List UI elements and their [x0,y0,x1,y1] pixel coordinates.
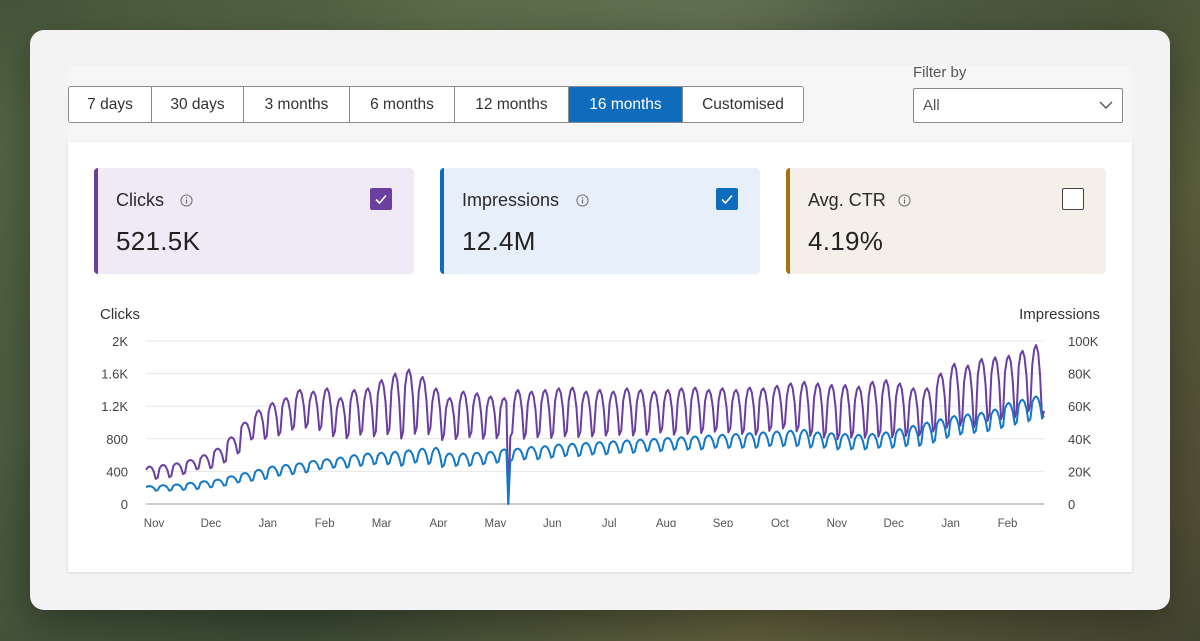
info-icon[interactable] [898,194,911,207]
chevron-down-icon [1099,101,1113,109]
ctr-metric-card[interactable]: Avg. CTR 4.19% [786,168,1106,274]
date-range-selector: 7 days 30 days 3 months 6 months 12 mont… [68,86,804,123]
left-axis-title: Clicks [100,306,140,323]
x-tick-label: Dec [201,518,222,527]
clicks-metric-card[interactable]: Clicks 521.5K [94,168,414,274]
range-7-days-button[interactable]: 7 days [69,87,152,122]
right-axis-title: Impressions [1019,306,1100,323]
checkmark-icon [375,194,387,205]
x-tick-label: Dec [883,518,904,527]
performance-chart: 0 400 800 1.2K 1.6K 2K 0 20K 40K 60K 80K 100K Nov Dec… [101,334,1099,527]
clicks-checkbox[interactable] [370,188,392,210]
x-tick-label: Nov [827,518,848,527]
impressions-card-accent [440,168,444,274]
range-3-months-button[interactable]: 3 months [244,87,350,122]
x-tick-label: Sep [713,518,733,527]
y-tick-label: 0 [121,497,128,512]
y2-tick-label: 100K [1068,334,1099,349]
range-customised-button[interactable]: Customised [683,87,803,122]
x-tick-label: Mar [372,518,392,527]
x-tick-label: Nov [144,518,165,527]
x-tick-label: May [485,518,507,527]
clicks-card-value: 521.5K [116,226,201,256]
x-tick-label: Apr [430,518,448,527]
info-icon[interactable] [576,194,589,207]
range-16-months-button[interactable]: 16 months [569,87,683,122]
x-tick-label: Jun [543,518,562,527]
ctr-checkbox[interactable] [1062,188,1084,210]
y-tick-label: 1.6K [101,367,128,382]
x-tick-label: Feb [998,518,1018,527]
x-tick-label: Feb [315,518,335,527]
clicks-card-title: Clicks [116,190,164,210]
impressions-metric-card[interactable]: Impressions 12.4M [440,168,760,274]
filter-dropdown[interactable]: All [913,88,1123,123]
y-tick-label: 800 [106,432,128,447]
impressions-card-title: Impressions [462,190,560,210]
x-tick-label: Jan [259,518,278,527]
x-tick-label: Aug [656,518,676,527]
x-tick-label: Jul [602,518,617,527]
y-tick-label: 1.2K [101,399,128,414]
impressions-series-line [145,395,1045,505]
clicks-series-line [145,344,1045,505]
range-6-months-button[interactable]: 6 months [350,87,455,122]
range-12-months-button[interactable]: 12 months [455,87,569,122]
y2-tick-label: 0 [1068,497,1075,512]
range-30-days-button[interactable]: 30 days [152,87,244,122]
y2-tick-label: 60K [1068,399,1091,414]
ctr-card-accent [786,168,790,274]
checkmark-icon [721,194,733,205]
ctr-card-title: Avg. CTR [808,190,886,210]
y-tick-label: 2K [112,334,128,349]
performance-panel: Clicks 521.5K Impressions 12.4M [68,142,1132,572]
impressions-card-value: 12.4M [462,226,536,256]
y-tick-label: 400 [106,464,128,479]
info-icon[interactable] [180,194,193,207]
y2-tick-label: 40K [1068,432,1091,447]
y2-tick-label: 80K [1068,367,1091,382]
filter-label: Filter by [913,64,967,81]
filter-value: All [923,97,940,114]
x-tick-label: Jan [941,518,960,527]
impressions-checkbox[interactable] [716,188,738,210]
x-tick-label: Oct [771,518,790,527]
clicks-card-accent [94,168,98,274]
ctr-card-value: 4.19% [808,226,884,256]
y2-tick-label: 20K [1068,464,1091,479]
search-performance-window: 7 days 30 days 3 months 6 months 12 mont… [30,30,1170,610]
